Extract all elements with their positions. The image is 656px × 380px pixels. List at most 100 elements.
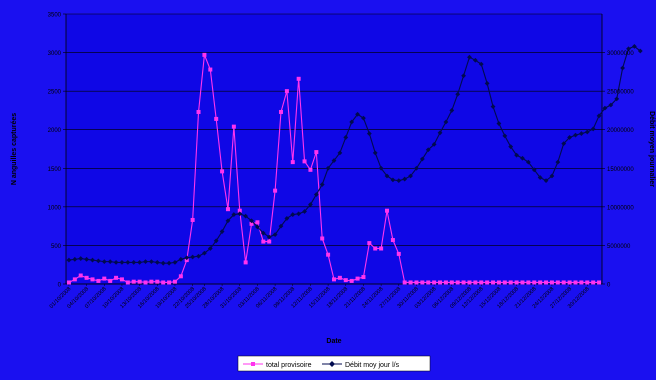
- data-point-debit: [349, 119, 355, 125]
- data-point-total-provisoire: [555, 280, 560, 285]
- legend-label-total-provisoire: total provisoire: [266, 362, 312, 369]
- data-point-total-provisoire: [485, 280, 490, 285]
- data-point-total-provisoire: [373, 246, 378, 251]
- data-point-debit: [325, 165, 331, 171]
- data-point-debit: [260, 230, 266, 236]
- data-point-debit: [414, 165, 419, 171]
- data-point-total-provisoire: [396, 251, 401, 256]
- data-point-total-provisoire: [161, 280, 166, 285]
- data-point-total-provisoire: [520, 280, 525, 285]
- data-point-total-provisoire: [337, 275, 342, 280]
- data-point-total-provisoire: [402, 280, 407, 285]
- data-point-total-provisoire: [408, 280, 413, 285]
- data-point-debit: [172, 260, 178, 265]
- data-point-debit: [78, 256, 84, 261]
- data-point-total-provisoire: [243, 260, 248, 265]
- data-point-debit: [520, 155, 525, 161]
- data-point-debit: [637, 48, 643, 54]
- data-point-total-provisoire: [278, 109, 283, 114]
- data-point-debit: [596, 113, 602, 119]
- data-point-total-provisoire: [196, 109, 201, 114]
- data-point-debit: [308, 202, 313, 207]
- data-point-total-provisoire: [255, 220, 260, 225]
- data-point-debit: [573, 132, 578, 138]
- data-point-total-provisoire: [526, 280, 531, 285]
- data-point-total-provisoire: [573, 280, 578, 285]
- data-point-total-provisoire: [78, 273, 83, 278]
- data-point-total-provisoire: [426, 280, 431, 285]
- data-point-debit: [490, 104, 496, 109]
- data-point-debit: [266, 234, 272, 240]
- data-point-debit: [249, 218, 254, 224]
- data-point-total-provisoire: [114, 275, 119, 280]
- legend: total provisoire Débit moy jour l/s: [237, 355, 431, 372]
- data-point-total-provisoire: [308, 167, 313, 172]
- data-point-total-provisoire: [332, 277, 336, 282]
- data-point-debit: [514, 152, 519, 158]
- data-point-debit: [154, 260, 160, 265]
- data-point-total-provisoire: [90, 277, 95, 282]
- data-point-debit: [243, 213, 249, 219]
- data-point-debit: [361, 115, 366, 121]
- y-tick-label-left: 0: [58, 283, 62, 289]
- data-point-total-provisoire: [561, 280, 566, 285]
- legend-marker-total-provisoire: [251, 362, 255, 366]
- data-point-debit: [602, 105, 608, 111]
- y-tick-label-left: 2000: [48, 128, 62, 134]
- data-point-debit: [143, 259, 148, 265]
- data-point-total-provisoire: [131, 279, 136, 284]
- data-point-total-provisoire: [443, 280, 448, 285]
- data-point-total-provisoire: [202, 52, 207, 57]
- data-point-debit: [125, 260, 131, 265]
- data-point-debit: [95, 258, 101, 264]
- plot-area: [66, 14, 602, 284]
- data-point-debit: [149, 259, 154, 265]
- data-point-total-provisoire: [385, 208, 390, 213]
- data-point-total-provisoire: [549, 280, 554, 285]
- data-point-total-provisoire: [102, 276, 107, 281]
- y-tick-label-right: 30000000: [607, 51, 634, 57]
- data-point-total-provisoire: [432, 280, 437, 285]
- data-point-debit: [184, 255, 190, 261]
- data-point-debit: [313, 192, 319, 197]
- y-axis-title-left: N anguilles capturées: [11, 113, 18, 185]
- data-point-total-provisoire: [84, 275, 89, 280]
- data-point-debit: [66, 257, 72, 263]
- data-point-total-provisoire: [508, 280, 513, 285]
- y-tick-label-right: 5000000: [607, 244, 631, 250]
- data-point-debit: [496, 121, 502, 126]
- data-point-debit: [213, 238, 219, 244]
- data-point-debit: [207, 246, 213, 251]
- data-point-total-provisoire: [72, 277, 77, 282]
- data-point-total-provisoire: [155, 279, 160, 284]
- data-point-debit: [384, 173, 390, 179]
- data-point-debit: [584, 129, 590, 135]
- data-point-debit: [620, 65, 626, 71]
- data-point-debit: [372, 150, 378, 156]
- data-point-total-provisoire: [119, 277, 124, 282]
- series-layer: [66, 44, 643, 285]
- data-point-total-provisoire: [379, 246, 384, 251]
- data-point-total-provisoire: [461, 280, 466, 285]
- data-point-debit: [160, 260, 166, 266]
- x-axis-title: Date: [326, 338, 341, 345]
- y-tick-label-right: 15000000: [607, 167, 634, 173]
- data-point-debit: [290, 212, 296, 217]
- data-point-debit: [631, 44, 637, 49]
- data-point-total-provisoire: [544, 280, 549, 285]
- data-point-debit: [366, 131, 372, 136]
- data-point-debit: [302, 209, 307, 214]
- data-point-debit: [196, 253, 201, 259]
- y-tick-label-left: 3500: [48, 13, 62, 19]
- y-tick-label-left: 1500: [48, 167, 62, 173]
- data-point-debit: [567, 135, 573, 140]
- data-point-total-provisoire: [237, 208, 242, 213]
- data-point-total-provisoire: [214, 116, 219, 121]
- data-point-debit: [278, 223, 284, 229]
- data-point-total-provisoire: [532, 280, 537, 285]
- data-point-total-provisoire: [579, 280, 584, 285]
- data-point-debit: [419, 156, 425, 162]
- data-point-debit: [455, 91, 461, 97]
- data-point-total-provisoire: [355, 276, 360, 281]
